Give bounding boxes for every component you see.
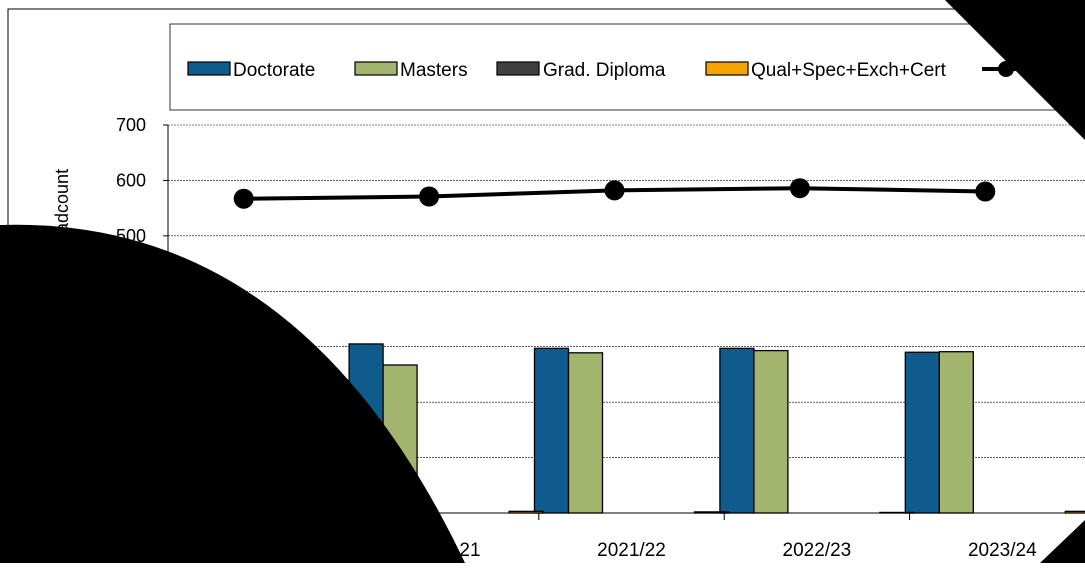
x-tick-label-4: 2023/24 xyxy=(968,540,1037,561)
bar-doctorate-2021-22 xyxy=(533,347,570,514)
total-marker-2022-23 xyxy=(789,178,810,199)
legend-label-qual-spec-exch-cert: Qual+Spec+Exch+Cert xyxy=(751,60,947,81)
mask-top-right xyxy=(945,0,1085,140)
bar-masters-2023-24 xyxy=(938,351,974,514)
bar-masters-2022-23 xyxy=(753,349,789,514)
legend-swatch-grad-diploma xyxy=(496,61,540,76)
x-tick-label-1: 21 xyxy=(459,540,480,561)
y-axis-title: eadcount xyxy=(52,169,72,243)
total-marker-2019-20 xyxy=(233,188,254,209)
y-tick-label-600: 600 xyxy=(116,170,146,190)
total-marker-2021-22 xyxy=(604,180,625,201)
legend-box xyxy=(169,23,1085,111)
mask-bottom-right xyxy=(1040,520,1085,563)
legend-swatch-qual-spec-exch-cert xyxy=(705,61,749,76)
bar-qual-spec-exch-cert-2021-22 xyxy=(693,511,730,514)
x-tick-label-2: 2021/22 xyxy=(597,540,666,561)
legend-swatch-masters xyxy=(354,61,398,76)
y-tick-label-700: 700 xyxy=(116,115,146,135)
legend-label-doctorate: Doctorate xyxy=(233,60,315,81)
bar-doctorate-2023-24 xyxy=(904,351,940,514)
bar-doctorate-2022-23 xyxy=(719,347,755,514)
legend-label-masters: Masters xyxy=(400,60,468,81)
legend-label-grad-diploma: Grad. Diploma xyxy=(543,60,666,81)
total-marker-2020-21 xyxy=(419,186,440,207)
bar-masters-2021-22 xyxy=(567,352,604,514)
bar-qual-spec-exch-cert-2020-21 xyxy=(508,510,544,514)
x-tick-label-3: 2022/23 xyxy=(783,540,852,561)
legend-swatch-doctorate xyxy=(187,61,231,76)
total-marker-2023-24 xyxy=(975,181,996,202)
bar-qual-spec-exch-cert-2022-23 xyxy=(879,511,915,514)
bar-qual-spec-exch-cert-2023-24 xyxy=(1064,510,1085,514)
mask-bottom-left xyxy=(0,224,465,563)
